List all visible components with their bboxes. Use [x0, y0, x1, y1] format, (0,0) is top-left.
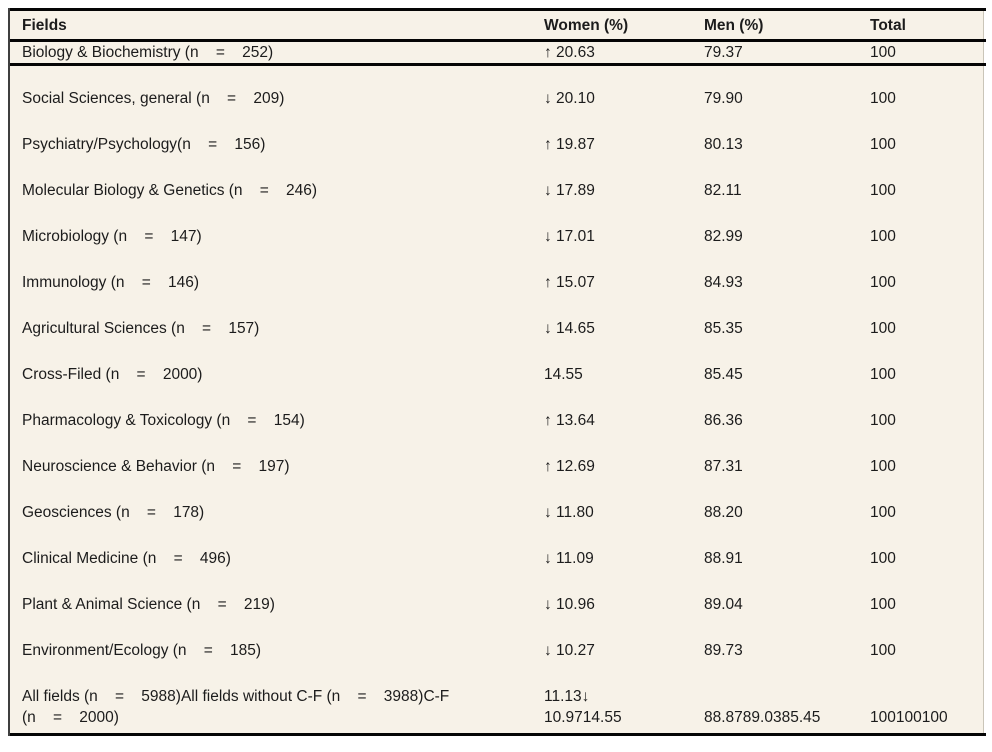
table-row: Psychiatry/Psychology(n = 156) ↑ 19.87 8…: [10, 111, 986, 157]
men-cell: 85.45: [704, 365, 743, 383]
field-cell: Cross-Filed (n = 2000): [22, 365, 203, 383]
women-cell: ↓ 10.27: [544, 641, 595, 659]
total-cell: 100: [870, 227, 896, 245]
men-cell: 84.93: [704, 273, 743, 291]
field-cell: Plant & Animal Science (n = 219): [22, 595, 275, 613]
men-cell: 88.20: [704, 503, 743, 521]
column-header-fields: Fields: [22, 16, 67, 34]
table-row: Immunology (n = 146) ↑ 15.07 84.93 100: [10, 249, 986, 295]
field-cell: Agricultural Sciences (n = 157): [22, 319, 260, 337]
field-cell: Environment/Ecology (n = 185): [22, 641, 262, 659]
men-cell: 87.31: [704, 457, 743, 475]
column-header-men: Men (%): [704, 16, 764, 34]
data-table: Fields Women (%) Men (%) Total Biology &…: [10, 8, 986, 736]
header-row: Fields Women (%) Men (%) Total: [10, 9, 986, 41]
field-cell: Clinical Medicine (n = 496): [22, 549, 231, 567]
men-cell: 82.11: [704, 181, 742, 199]
table-row: Pharmacology & Toxicology (n = 154) ↑ 13…: [10, 387, 986, 433]
men-cell: 80.13: [704, 135, 743, 153]
women-cell: 11.13↓ 10.9714.55: [544, 688, 622, 726]
table-row: Agricultural Sciences (n = 157) ↓ 14.65 …: [10, 295, 986, 341]
field-cell: Pharmacology & Toxicology (n = 154): [22, 411, 305, 429]
total-cell: 100: [870, 641, 896, 659]
field-cell: Molecular Biology & Genetics (n = 246): [22, 181, 318, 199]
total-cell: 100: [870, 411, 896, 429]
field-cell: Neuroscience & Behavior (n = 197): [22, 457, 290, 475]
women-cell: ↓ 11.09: [544, 549, 594, 567]
women-cell: ↓ 14.65: [544, 319, 595, 337]
total-cell: 100: [870, 89, 896, 107]
total-cell: 100: [870, 135, 896, 153]
field-cell: Biology & Biochemistry (n = 252): [22, 44, 274, 61]
total-cell: 100: [870, 273, 896, 291]
table-row: Microbiology (n = 147) ↓ 17.01 82.99 100: [10, 203, 986, 249]
field-cell: Microbiology (n = 147): [22, 227, 202, 245]
field-cell: Geosciences (n = 178): [22, 503, 205, 521]
women-cell: ↓ 10.96: [544, 595, 595, 613]
women-cell: 14.55: [544, 365, 583, 383]
total-cell: 100: [870, 457, 896, 475]
field-cell: Psychiatry/Psychology(n = 156): [22, 135, 266, 153]
women-cell: ↓ 20.10: [544, 89, 595, 107]
total-cell: 100100100: [870, 709, 948, 726]
table-body: Biology & Biochemistry (n = 252) ↑ 20.63…: [10, 41, 986, 735]
men-cell: 85.35: [704, 319, 743, 337]
table-row: Cross-Filed (n = 2000) 14.55 85.45 100: [10, 341, 986, 387]
total-cell: 100: [870, 503, 896, 521]
total-cell: 100: [870, 595, 896, 613]
total-cell: 100: [870, 44, 896, 61]
table-row: Environment/Ecology (n = 185) ↓ 10.27 89…: [10, 617, 986, 663]
women-cell: ↑ 13.64: [544, 411, 595, 429]
table-row: Geosciences (n = 178) ↓ 11.80 88.20 100: [10, 479, 986, 525]
table-row: Clinical Medicine (n = 496) ↓ 11.09 88.9…: [10, 525, 986, 571]
table-row: Plant & Animal Science (n = 219) ↓ 10.96…: [10, 571, 986, 617]
field-cell: Social Sciences, general (n = 209): [22, 89, 285, 107]
women-cell: ↑ 12.69: [544, 457, 595, 475]
women-cell: ↓ 17.01: [544, 227, 595, 245]
men-cell: 79.37: [704, 44, 743, 61]
table-row: Biology & Biochemistry (n = 252) ↑ 20.63…: [10, 41, 986, 65]
table-header: Fields Women (%) Men (%) Total: [10, 9, 986, 41]
men-cell: 88.91: [704, 549, 743, 567]
men-cell: 88.8789.0385.45: [704, 709, 821, 726]
men-cell: 86.36: [704, 411, 743, 429]
women-cell: ↓ 11.80: [544, 503, 594, 521]
column-header-women: Women (%): [544, 16, 629, 34]
table-row: Social Sciences, general (n = 209) ↓ 20.…: [10, 65, 986, 111]
table-row: All fields (n = 5988)All fields without …: [10, 663, 986, 735]
field-cell: All fields (n = 5988)All fields without …: [22, 688, 450, 726]
total-cell: 100: [870, 319, 896, 337]
column-header-total: Total: [870, 16, 906, 34]
table-row: Neuroscience & Behavior (n = 197) ↑ 12.6…: [10, 433, 986, 479]
men-cell: 79.90: [704, 89, 743, 107]
men-cell: 82.99: [704, 227, 743, 245]
field-cell: Immunology (n = 146): [22, 273, 200, 291]
table-row: Molecular Biology & Genetics (n = 246) ↓…: [10, 157, 986, 203]
men-cell: 89.04: [704, 595, 743, 613]
total-cell: 100: [870, 549, 896, 567]
women-cell: ↑ 19.87: [544, 135, 595, 153]
total-cell: 100: [870, 365, 896, 383]
women-cell: ↓ 17.89: [544, 181, 595, 199]
women-cell: ↑ 20.63: [544, 44, 595, 61]
women-cell: ↑ 15.07: [544, 273, 595, 291]
total-cell: 100: [870, 181, 896, 199]
men-cell: 89.73: [704, 641, 743, 659]
gender-distribution-table: Fields Women (%) Men (%) Total Biology &…: [8, 8, 986, 736]
